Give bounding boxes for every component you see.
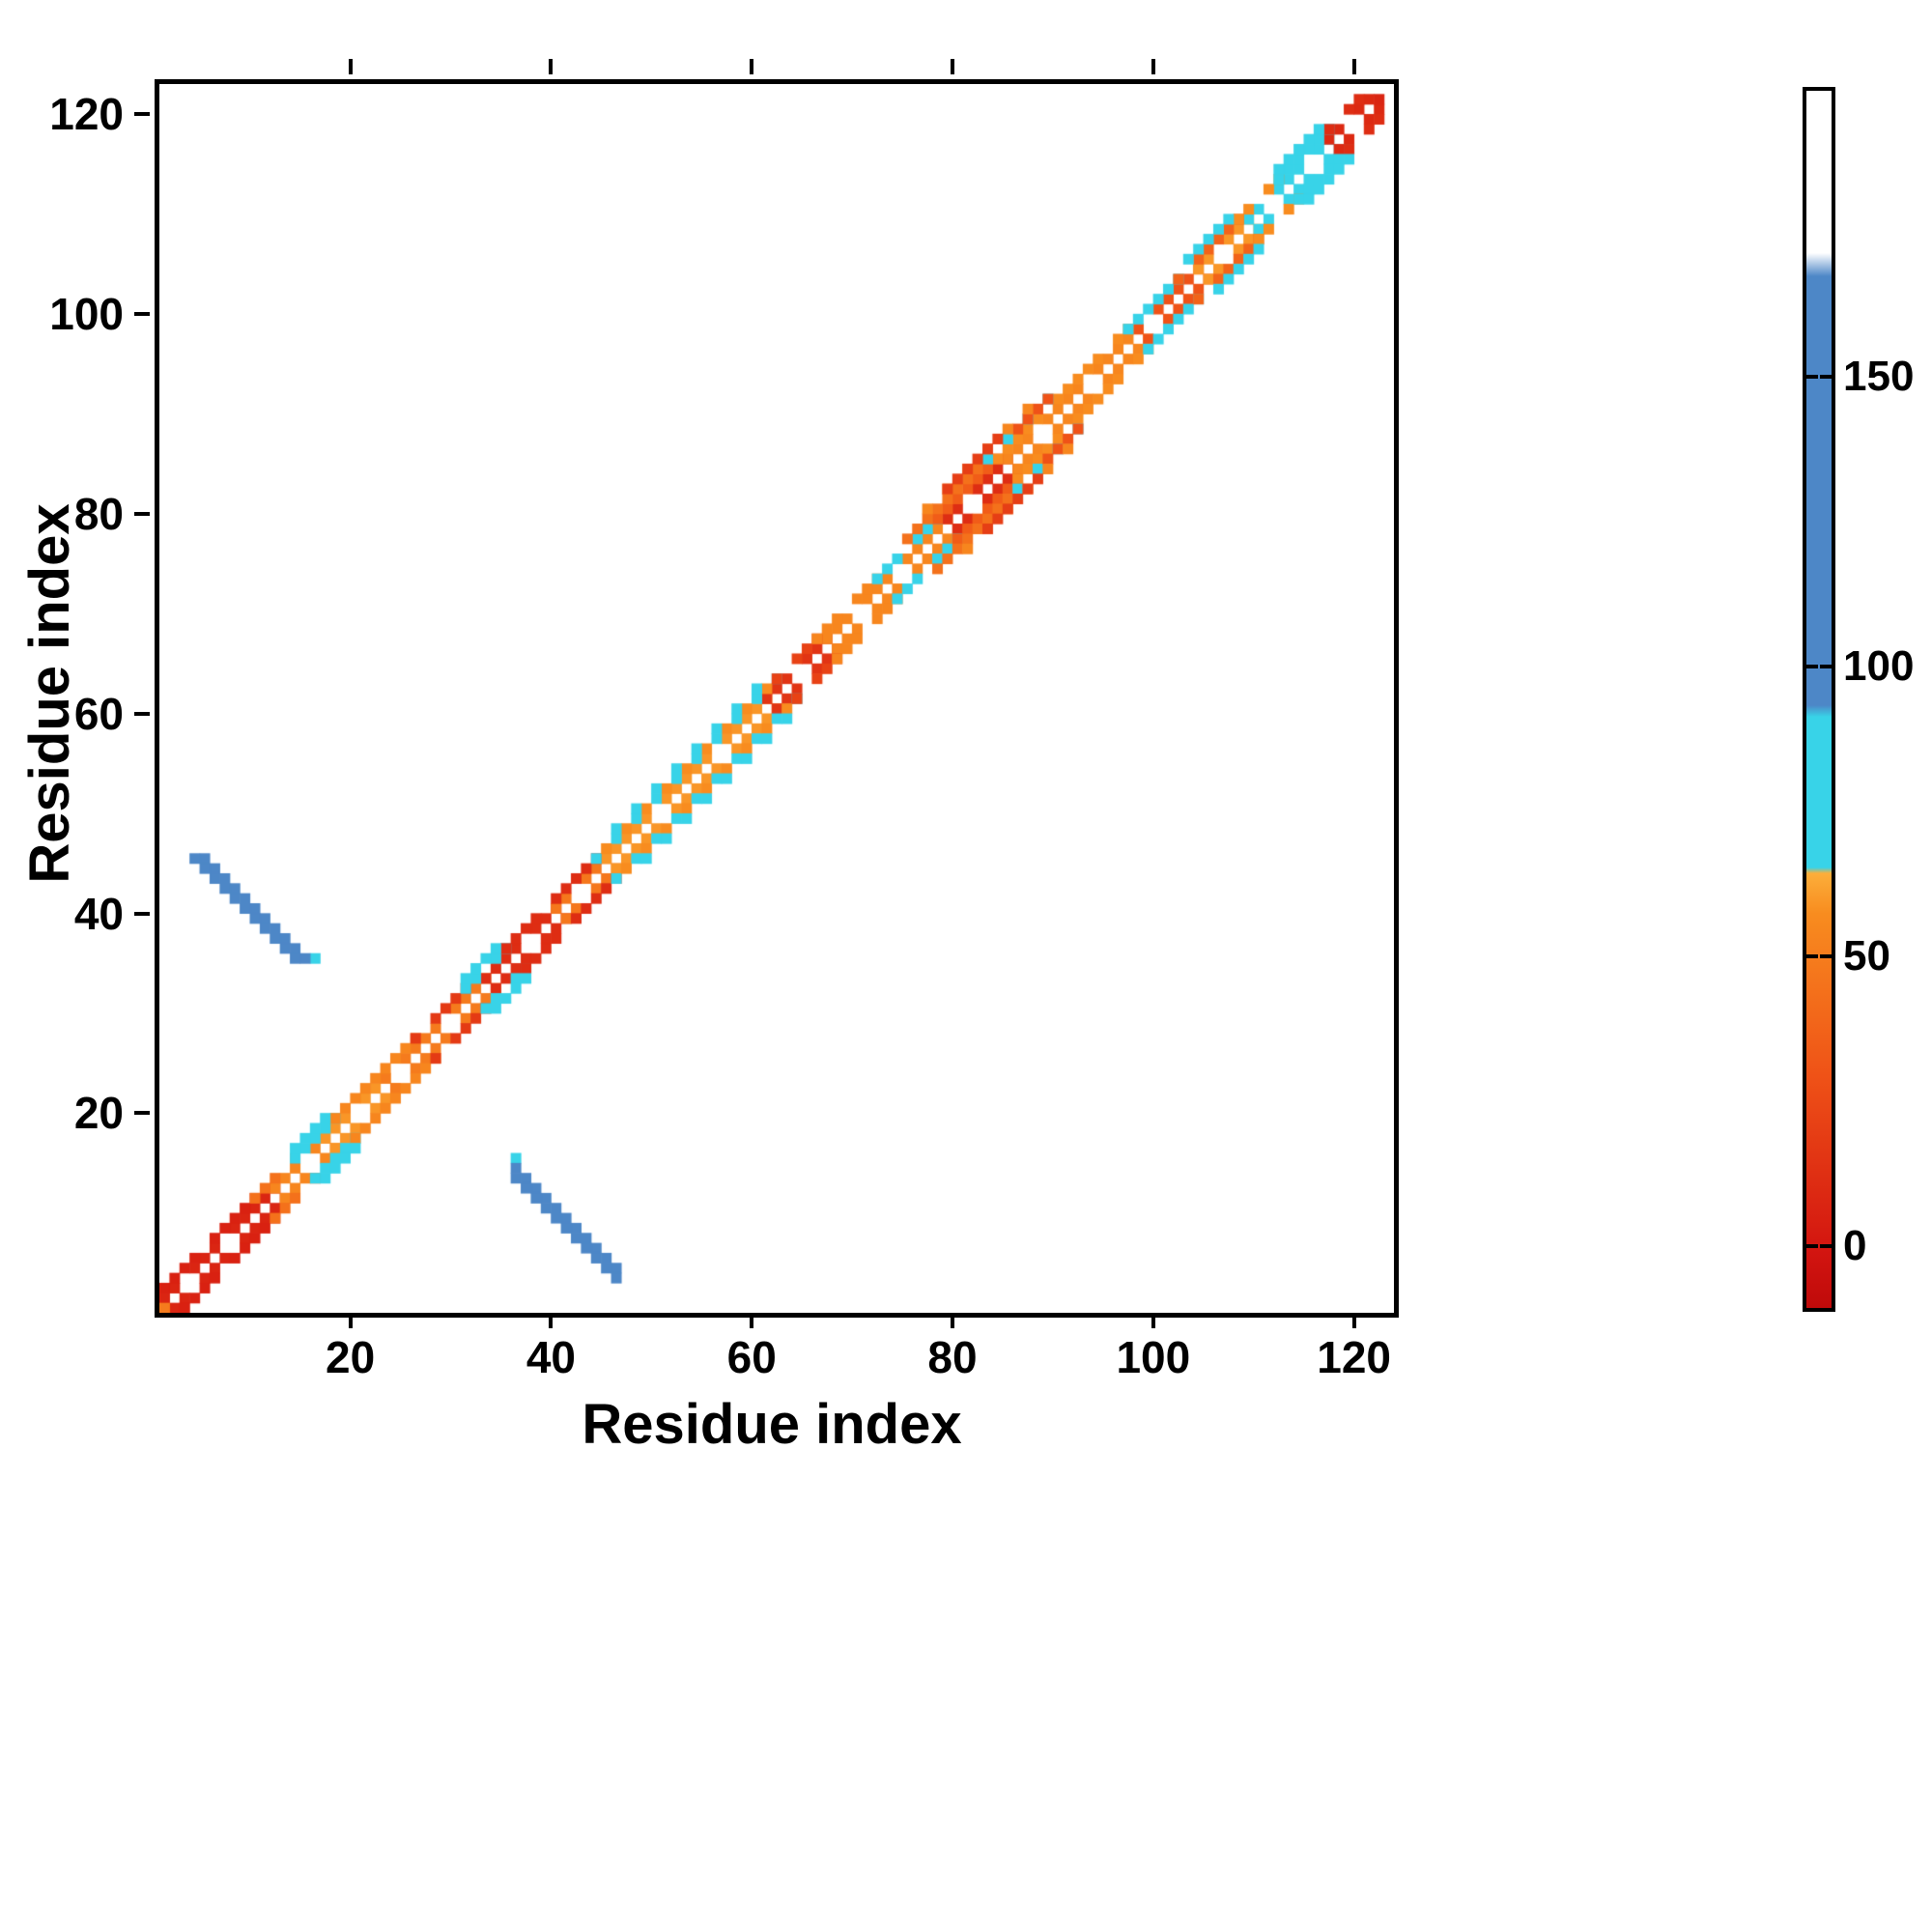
colorbar-gradient	[1806, 91, 1832, 1308]
x-tick-mark-top	[348, 59, 353, 74]
y-tick-label: 80	[73, 488, 124, 539]
y-tick-mark	[134, 911, 150, 916]
x-tick-mark	[348, 1313, 353, 1328]
x-tick-label: 40	[526, 1332, 576, 1382]
colorbar-tick-label: 150	[1843, 353, 1915, 400]
x-tick-mark	[951, 1313, 955, 1328]
x-tick-mark-top	[951, 59, 955, 74]
y-axis-title: Residue index	[18, 503, 81, 884]
y-tick-label: 60	[73, 688, 124, 739]
x-tick-mark	[549, 1313, 554, 1328]
colorbar-tick-label: 0	[1843, 1222, 1867, 1269]
colorbar-tick-mark-left	[1806, 375, 1818, 379]
x-tick-label: 100	[1116, 1332, 1191, 1382]
y-tick-label: 20	[73, 1088, 124, 1139]
colorbar-tick-mark-right	[1820, 665, 1832, 668]
y-tick-mark	[134, 112, 150, 117]
x-tick-mark	[1151, 1313, 1155, 1328]
x-tick-mark	[1351, 1313, 1356, 1328]
y-tick-label: 40	[73, 888, 124, 939]
colorbar-tick-mark-right	[1820, 954, 1832, 958]
x-tick-label: 20	[326, 1332, 376, 1382]
heatmap-canvas	[159, 84, 1394, 1313]
x-tick-mark-top	[549, 59, 554, 74]
y-tick-label: 120	[49, 89, 124, 140]
x-tick-mark-top	[1151, 59, 1155, 74]
x-tick-label: 120	[1317, 1332, 1391, 1382]
x-tick-label: 60	[726, 1332, 777, 1382]
x-tick-mark-top	[750, 59, 754, 74]
y-tick-mark	[134, 1111, 150, 1116]
colorbar-tick-mark-left	[1806, 665, 1818, 668]
y-tick-mark	[134, 711, 150, 716]
colorbar	[1803, 87, 1835, 1312]
x-axis-title: Residue index	[582, 1393, 962, 1456]
colorbar-tick-label: 50	[1843, 932, 1890, 980]
y-tick-label: 100	[49, 289, 124, 340]
x-tick-mark-top	[1351, 59, 1356, 74]
colorbar-tick-mark-left	[1806, 954, 1818, 958]
colorbar-tick-mark-right	[1820, 375, 1832, 379]
colorbar-tick-mark-right	[1820, 1244, 1832, 1248]
plot-area	[155, 79, 1399, 1318]
colorbar-tick-label: 100	[1843, 642, 1915, 690]
y-tick-mark	[134, 511, 150, 516]
x-tick-mark	[750, 1313, 754, 1328]
y-tick-mark	[134, 312, 150, 317]
x-tick-label: 80	[927, 1332, 978, 1382]
colorbar-tick-mark-left	[1806, 1244, 1818, 1248]
